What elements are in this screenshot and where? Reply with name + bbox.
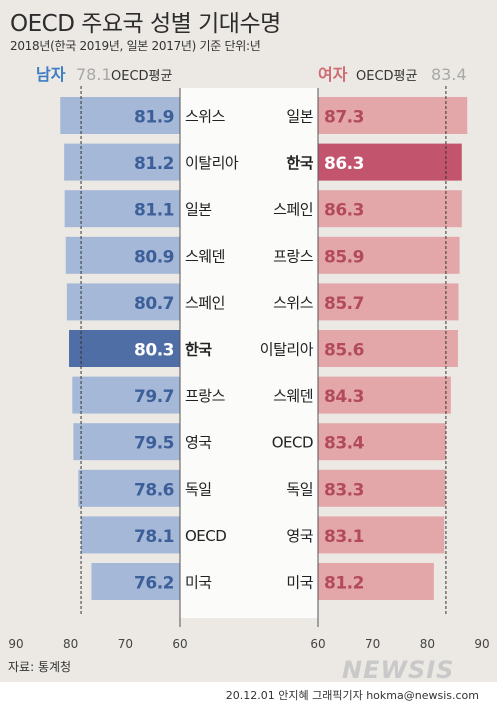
male-bar-2 bbox=[64, 190, 180, 228]
male-value-6: 79.7 bbox=[134, 387, 174, 407]
legend-female-avg-label: OECD평균 bbox=[356, 69, 417, 84]
female-bar-6 bbox=[318, 376, 451, 414]
male-bar-10 bbox=[91, 563, 180, 600]
male-value-3: 80.9 bbox=[134, 247, 174, 267]
female-country-9: 영국 bbox=[286, 527, 313, 545]
male-tick-3: 60 bbox=[172, 637, 187, 651]
female-country-0: 일본 bbox=[286, 108, 313, 126]
male-tick-0: 90 bbox=[8, 637, 23, 651]
female-country-6: 스웨덴 bbox=[273, 387, 313, 405]
male-value-9: 78.1 bbox=[134, 527, 174, 547]
female-tick-3: 90 bbox=[474, 637, 489, 651]
center-panel bbox=[180, 88, 318, 618]
female-value-5: 85.6 bbox=[324, 341, 364, 361]
female-bar-5 bbox=[318, 330, 458, 367]
male-value-8: 78.6 bbox=[134, 480, 174, 500]
female-bar-9 bbox=[318, 516, 445, 554]
female-tick-1: 70 bbox=[365, 637, 380, 651]
female-bar-8 bbox=[318, 469, 446, 507]
male-country-10: 미국 bbox=[185, 574, 212, 592]
credit-line: 20.12.01 안지혜 그래픽기자 hokma@newsis.com bbox=[225, 689, 479, 702]
legend-male-label: 남자 bbox=[36, 65, 66, 84]
female-country-3: 프랑스 bbox=[273, 247, 314, 265]
male-country-7: 영국 bbox=[185, 434, 212, 452]
female-value-9: 83.1 bbox=[324, 527, 364, 547]
legend-female-avg-value: 83.4 bbox=[431, 65, 467, 84]
female-value-8: 83.3 bbox=[324, 480, 364, 500]
newsis-watermark: NEWSIS bbox=[342, 656, 455, 684]
chart-title: OECD 주요국 성별 기대수명 bbox=[10, 11, 281, 37]
male-country-2: 일본 bbox=[185, 201, 212, 219]
female-value-1: 86.3 bbox=[324, 154, 364, 174]
male-country-8: 독일 bbox=[185, 480, 212, 498]
female-value-2: 86.3 bbox=[324, 201, 364, 221]
female-value-7: 83.4 bbox=[324, 434, 365, 454]
chart-subtitle: 2018년(한국 2019년, 일본 2017년) 기준 단위:년 bbox=[10, 39, 261, 53]
male-tick-1: 80 bbox=[63, 637, 78, 651]
female-bar-1 bbox=[318, 143, 462, 181]
female-bar-10 bbox=[318, 563, 434, 600]
male-country-9: OECD bbox=[185, 527, 226, 545]
male-country-5: 한국 bbox=[185, 341, 212, 359]
male-bar-0 bbox=[60, 97, 180, 134]
female-bar-3 bbox=[318, 236, 460, 274]
female-value-6: 84.3 bbox=[324, 387, 364, 407]
male-bar-5 bbox=[69, 330, 180, 367]
female-country-1: 한국 bbox=[286, 154, 313, 172]
female-country-7: OECD bbox=[272, 434, 313, 452]
female-tick-2: 80 bbox=[420, 637, 435, 651]
female-country-10: 미국 bbox=[286, 574, 313, 592]
credit-bar: 20.12.01 안지혜 그래픽기자 hokma@newsis.com bbox=[0, 682, 497, 706]
male-bar-1 bbox=[64, 143, 180, 181]
source-note: 자료: 통계청 bbox=[8, 660, 72, 674]
female-country-5: 이탈리아 bbox=[260, 341, 314, 359]
female-bar-7 bbox=[318, 423, 446, 461]
female-value-10: 81.2 bbox=[324, 574, 364, 594]
male-country-6: 프랑스 bbox=[185, 387, 226, 405]
female-value-4: 85.7 bbox=[324, 294, 364, 314]
male-country-0: 스위스 bbox=[185, 108, 226, 126]
male-value-10: 76.2 bbox=[134, 574, 174, 594]
male-value-7: 79.5 bbox=[134, 434, 174, 454]
male-value-0: 81.9 bbox=[134, 108, 174, 128]
male-value-5: 80.3 bbox=[134, 341, 174, 361]
male-bar-6 bbox=[72, 376, 180, 414]
male-bar-8 bbox=[78, 469, 180, 507]
male-country-3: 스웨덴 bbox=[185, 247, 225, 265]
male-bar-9 bbox=[81, 516, 180, 554]
male-bar-3 bbox=[65, 236, 180, 274]
male-bar-4 bbox=[66, 283, 180, 321]
female-value-3: 85.9 bbox=[324, 247, 364, 267]
male-value-2: 81.1 bbox=[134, 201, 174, 221]
male-tick-2: 70 bbox=[118, 637, 133, 651]
female-bar-0 bbox=[318, 97, 468, 134]
female-tick-0: 60 bbox=[310, 637, 325, 651]
male-value-4: 80.7 bbox=[134, 294, 174, 314]
legend-male-avg-value: 78.1 bbox=[76, 65, 112, 84]
legend-female-label: 여자 bbox=[318, 65, 348, 84]
female-bar-2 bbox=[318, 190, 462, 228]
male-value-1: 81.2 bbox=[134, 154, 174, 174]
female-value-0: 87.3 bbox=[324, 108, 364, 128]
legend-male-avg-label: OECD평균 bbox=[111, 69, 172, 84]
female-country-4: 스위스 bbox=[273, 294, 314, 312]
female-bar-4 bbox=[318, 283, 459, 321]
male-country-1: 이탈리아 bbox=[185, 154, 239, 172]
male-bar-7 bbox=[73, 423, 180, 461]
female-country-8: 독일 bbox=[286, 480, 313, 498]
male-country-4: 스페인 bbox=[185, 294, 225, 312]
female-country-2: 스페인 bbox=[273, 201, 313, 219]
